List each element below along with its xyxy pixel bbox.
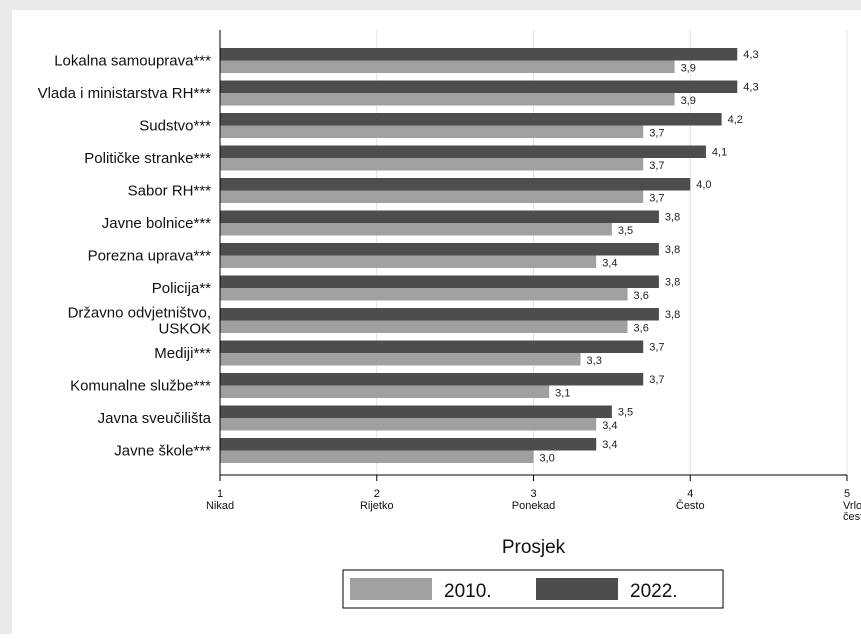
- category-label: Sudstvo***: [139, 118, 211, 135]
- bar-2022: [220, 80, 738, 93]
- value-label-2022: 4,2: [728, 114, 743, 126]
- x-axis-title: Prosjek: [502, 537, 566, 558]
- value-label-2022: 4,1: [712, 147, 727, 159]
- category-label: Komunalne službe***: [70, 378, 211, 395]
- bar-2022: [220, 113, 722, 126]
- category-label: Javne škole***: [114, 443, 211, 460]
- value-label-2022: 4,0: [696, 179, 711, 191]
- bar-2022: [220, 405, 612, 418]
- x-tick-number: 5: [844, 488, 850, 500]
- bar-2010: [220, 385, 550, 398]
- bar-2022: [220, 373, 644, 386]
- legend-label-2022: 2022.: [630, 581, 678, 602]
- value-label-2010: 3,9: [681, 95, 696, 107]
- legend-swatch-2022: [536, 578, 618, 600]
- x-tick-label: Vrločesto: [843, 500, 861, 523]
- value-label-2022: 3,5: [618, 407, 633, 419]
- category-label: Policija**: [152, 280, 211, 297]
- bar-2010: [220, 190, 644, 203]
- category-label: Vlada i ministarstva RH***: [38, 85, 212, 102]
- category-label: Državno odvjetništvo, USKOK: [68, 305, 211, 338]
- bar-2010: [220, 125, 644, 138]
- category-label: Porezna uprava***: [88, 248, 212, 265]
- value-label-2010: 3,7: [649, 160, 664, 172]
- bar-2010: [220, 450, 534, 463]
- value-label-2022: 3,4: [602, 439, 617, 451]
- bar-2010: [220, 353, 581, 366]
- category-label: Lokalna samouprava***: [54, 53, 211, 70]
- bar-2010: [220, 288, 628, 301]
- x-tick-label: Često: [676, 499, 705, 512]
- value-label-2022: 4,3: [743, 49, 758, 61]
- bar-2010: [220, 60, 675, 73]
- x-tick-label: Ponekad: [512, 500, 555, 512]
- value-label-2010: 3,7: [649, 128, 664, 140]
- value-label-2022: 3,8: [665, 309, 680, 321]
- legend-label-2010: 2010.: [444, 581, 492, 602]
- bar-2010: [220, 255, 597, 268]
- value-label-2010: 3,4: [602, 420, 617, 432]
- bar-2010: [220, 320, 628, 333]
- category-label: Sabor RH***: [128, 183, 212, 200]
- bar-2022: [220, 48, 738, 61]
- bar-2022: [220, 438, 597, 451]
- value-label-2010: 3,9: [681, 63, 696, 75]
- value-label-2022: 3,7: [649, 342, 664, 354]
- value-label-2010: 3,5: [618, 225, 633, 237]
- x-tick-label: Nikad: [206, 500, 234, 512]
- bar-2022: [220, 275, 659, 288]
- x-tick-number: 4: [687, 488, 693, 500]
- bar-2010: [220, 418, 597, 431]
- value-label-2010: 3,0: [540, 453, 555, 465]
- value-label-2022: 3,7: [649, 374, 664, 386]
- x-tick-label: Rijetko: [360, 500, 394, 512]
- category-label: Političke stranke***: [84, 150, 211, 167]
- value-label-2010: 3,4: [602, 258, 617, 270]
- bar-2022: [220, 178, 691, 191]
- bar-2010: [220, 93, 675, 106]
- value-label-2010: 3,7: [649, 193, 664, 205]
- value-label-2010: 3,6: [634, 323, 649, 335]
- bar-2010: [220, 223, 612, 236]
- bar-2022: [220, 210, 659, 223]
- x-tick-number: 3: [530, 488, 536, 500]
- value-label-2022: 3,8: [665, 212, 680, 224]
- category-label: Javne bolnice***: [102, 215, 211, 232]
- value-label-2010: 3,3: [587, 355, 602, 367]
- legend-swatch-2010: [350, 578, 432, 600]
- bar-2022: [220, 308, 659, 321]
- x-tick-number: 1: [217, 488, 223, 500]
- category-label: Mediji***: [154, 345, 211, 362]
- bar-2022: [220, 243, 659, 256]
- bar-2010: [220, 158, 644, 171]
- value-label-2022: 3,8: [665, 277, 680, 289]
- bar-2022: [220, 340, 644, 353]
- x-tick-number: 2: [374, 488, 380, 500]
- category-label: Javna sveučilišta: [98, 410, 212, 427]
- value-label-2022: 3,8: [665, 244, 680, 256]
- bar-2022: [220, 145, 706, 158]
- value-label-2010: 3,6: [634, 290, 649, 302]
- value-label-2010: 3,1: [555, 388, 570, 400]
- value-label-2022: 4,3: [743, 82, 758, 94]
